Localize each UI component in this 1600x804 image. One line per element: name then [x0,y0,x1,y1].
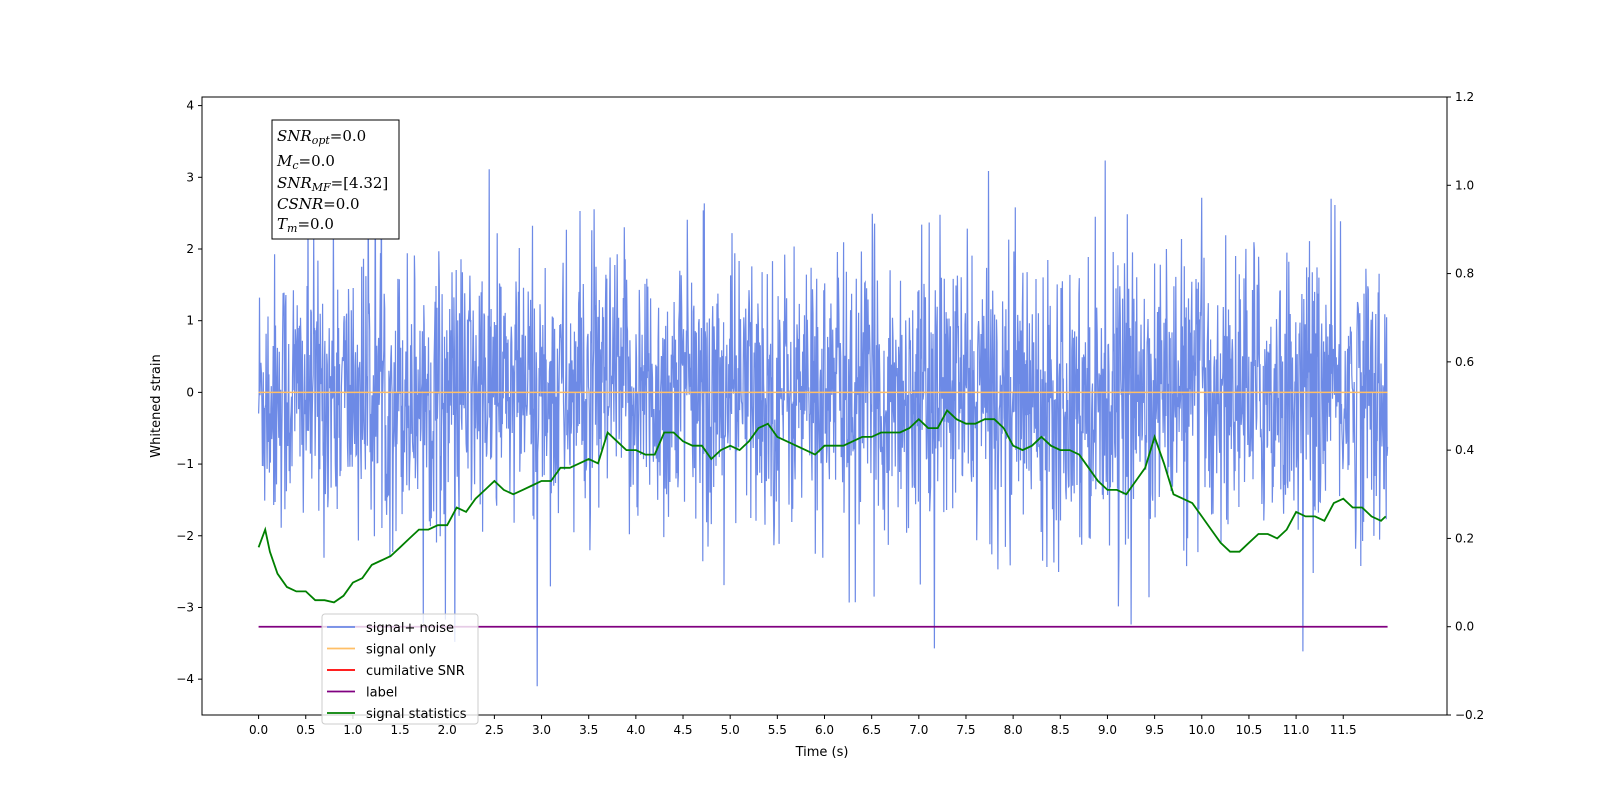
right-y-tick-label: −0.2 [1455,708,1484,722]
x-tick-label: 3.5 [579,723,598,737]
info-mc: Mc=0.0 [276,152,335,172]
x-tick-label: 9.0 [1098,723,1117,737]
left-y-tick-label: −3 [176,600,194,614]
x-tick-label: 8.0 [1004,723,1023,737]
left-y-tick-label: −1 [176,457,194,471]
left-y-tick-label: 2 [186,242,194,256]
left-y-tick-label: −2 [176,529,194,543]
right-y-tick-label: 0.0 [1455,620,1474,634]
left-y-axis-ticks: −4 −3 −2 −1 0 1 2 3 4 [176,99,202,686]
info-box-frame [271,119,400,240]
legend-frame [321,613,479,725]
right-y-tick-label: 0.8 [1455,267,1474,281]
x-tick-label: 0.5 [296,723,315,737]
x-tick-label: 1.5 [391,723,410,737]
info-snr-opt: SNRopt=0.0 [277,127,366,147]
legend-label: signal only [366,643,436,658]
x-tick-label: 3.0 [532,723,551,737]
x-tick-label: 0.0 [249,723,268,737]
plot-area [257,133,1389,687]
info-snr-mf: SNRMF=[4.32] [277,174,388,194]
left-y-tick-label: 4 [186,99,194,113]
x-tick-label: 11.0 [1283,723,1310,737]
x-tick-label: 4.5 [673,723,692,737]
left-y-axis-label: Whitened strain [149,354,164,457]
right-y-tick-label: 1.2 [1455,90,1474,104]
legend-label: cumilative SNR [366,664,465,679]
x-tick-label: 9.5 [1145,723,1164,737]
series-signal-noise-line [258,133,1389,687]
left-y-tick-label: 0 [186,385,194,399]
legend-label: label [366,686,397,701]
x-tick-label: 1.0 [343,723,362,737]
x-tick-label: 4.0 [626,723,645,737]
legend-label: signal+ noise [366,621,454,636]
x-tick-label: 6.5 [862,723,881,737]
info-box: SNRopt=0.0 Mc=0.0 SNRMF=[4.32] CSNR=0.0 … [271,119,400,240]
info-csnr: CSNR=0.0 [277,195,360,213]
legend-label: signal statistics [366,707,467,722]
info-tm: Tm=0.0 [277,215,334,235]
right-y-tick-label: 0.2 [1455,531,1474,545]
x-tick-label: 5.5 [768,723,787,737]
right-y-tick-label: 0.6 [1455,355,1474,369]
left-y-tick-label: 3 [186,170,194,184]
x-tick-label: 10.5 [1236,723,1263,737]
x-tick-label: 11.5 [1330,723,1357,737]
x-tick-label: 8.5 [1051,723,1070,737]
right-y-tick-label: 1.0 [1455,178,1474,192]
left-y-tick-label: 1 [186,314,194,328]
legend: signal+ noise signal only cumilative SNR la… [321,613,479,725]
right-y-tick-label: 0.4 [1455,443,1474,457]
series-signal-statistics-line [257,408,1387,604]
x-tick-label: 7.5 [956,723,975,737]
right-y-axis-ticks: −0.2 0.0 0.2 0.4 0.6 0.8 1.0 1.2 [1447,90,1484,722]
x-tick-label: 10.0 [1188,723,1215,737]
x-tick-label: 5.0 [721,723,740,737]
left-y-tick-label: −4 [176,672,194,686]
x-axis-ticks: 0.0 0.5 1.0 1.5 2.0 2.5 3.0 3.5 4.0 4.5 5.0 5.5 6.0 6… [249,715,1357,737]
x-tick-label: 2.0 [438,723,457,737]
x-tick-label: 6.0 [815,723,834,737]
x-tick-label: 2.5 [485,723,504,737]
x-tick-label: 7.0 [909,723,928,737]
x-axis-label: Time (s) [795,745,849,760]
